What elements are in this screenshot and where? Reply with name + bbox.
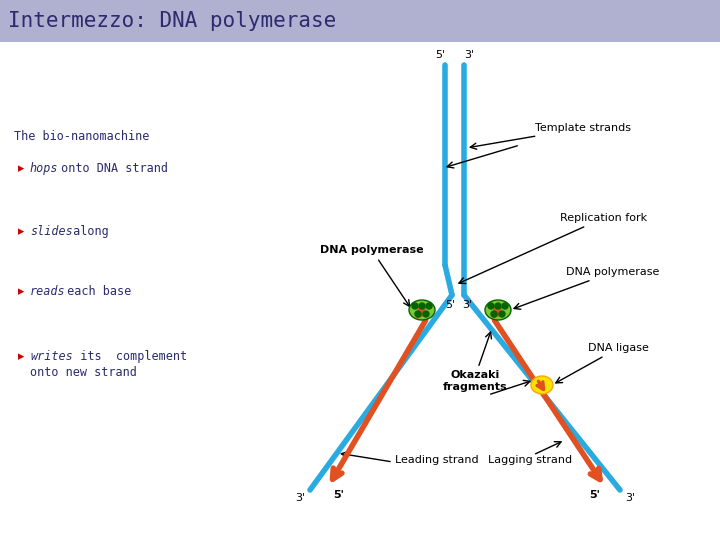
- Text: reads: reads: [30, 285, 66, 298]
- Text: ▸: ▸: [18, 162, 24, 175]
- Text: slides: slides: [30, 225, 73, 238]
- Text: The bio-nanomachine: The bio-nanomachine: [14, 130, 149, 143]
- Text: along: along: [66, 225, 109, 238]
- Text: DNA polymerase: DNA polymerase: [514, 267, 660, 309]
- Text: 5': 5': [445, 300, 455, 310]
- Text: 5': 5': [589, 490, 600, 500]
- Text: 5': 5': [333, 490, 344, 500]
- Text: DNA polymerase: DNA polymerase: [320, 245, 423, 306]
- Text: Leading strand: Leading strand: [395, 455, 479, 465]
- Text: 3': 3': [295, 493, 305, 503]
- Text: ▸: ▸: [18, 350, 24, 363]
- Circle shape: [419, 303, 425, 309]
- Text: writes: writes: [30, 350, 73, 363]
- Circle shape: [488, 303, 494, 309]
- Text: 3': 3': [462, 300, 472, 310]
- Text: Lagging strand: Lagging strand: [488, 455, 572, 465]
- Text: its  complement: its complement: [66, 350, 187, 363]
- Text: 3': 3': [464, 50, 474, 60]
- Circle shape: [426, 303, 432, 309]
- Circle shape: [415, 311, 421, 317]
- Text: Intermezzo: DNA polymerase: Intermezzo: DNA polymerase: [8, 11, 336, 31]
- Text: 3': 3': [625, 493, 635, 503]
- Text: DNA ligase: DNA ligase: [556, 343, 649, 383]
- Ellipse shape: [531, 376, 553, 394]
- Text: each base: each base: [60, 285, 131, 298]
- Circle shape: [412, 303, 418, 309]
- Text: Template strands: Template strands: [470, 123, 631, 149]
- Text: ▸: ▸: [18, 225, 24, 238]
- Ellipse shape: [485, 300, 511, 320]
- Text: onto DNA strand: onto DNA strand: [54, 162, 168, 175]
- Circle shape: [495, 303, 501, 309]
- Circle shape: [502, 303, 508, 309]
- Circle shape: [499, 311, 505, 317]
- Text: Okazaki
fragments: Okazaki fragments: [443, 370, 508, 392]
- Text: ▸: ▸: [18, 285, 24, 298]
- Text: 5': 5': [435, 50, 445, 60]
- Circle shape: [423, 311, 429, 317]
- Ellipse shape: [409, 300, 435, 320]
- Text: hops: hops: [30, 162, 58, 175]
- Text: onto new strand: onto new strand: [30, 366, 137, 379]
- Bar: [0, 0, 720, 42]
- Circle shape: [491, 311, 497, 317]
- Text: Replication fork: Replication fork: [459, 213, 647, 284]
